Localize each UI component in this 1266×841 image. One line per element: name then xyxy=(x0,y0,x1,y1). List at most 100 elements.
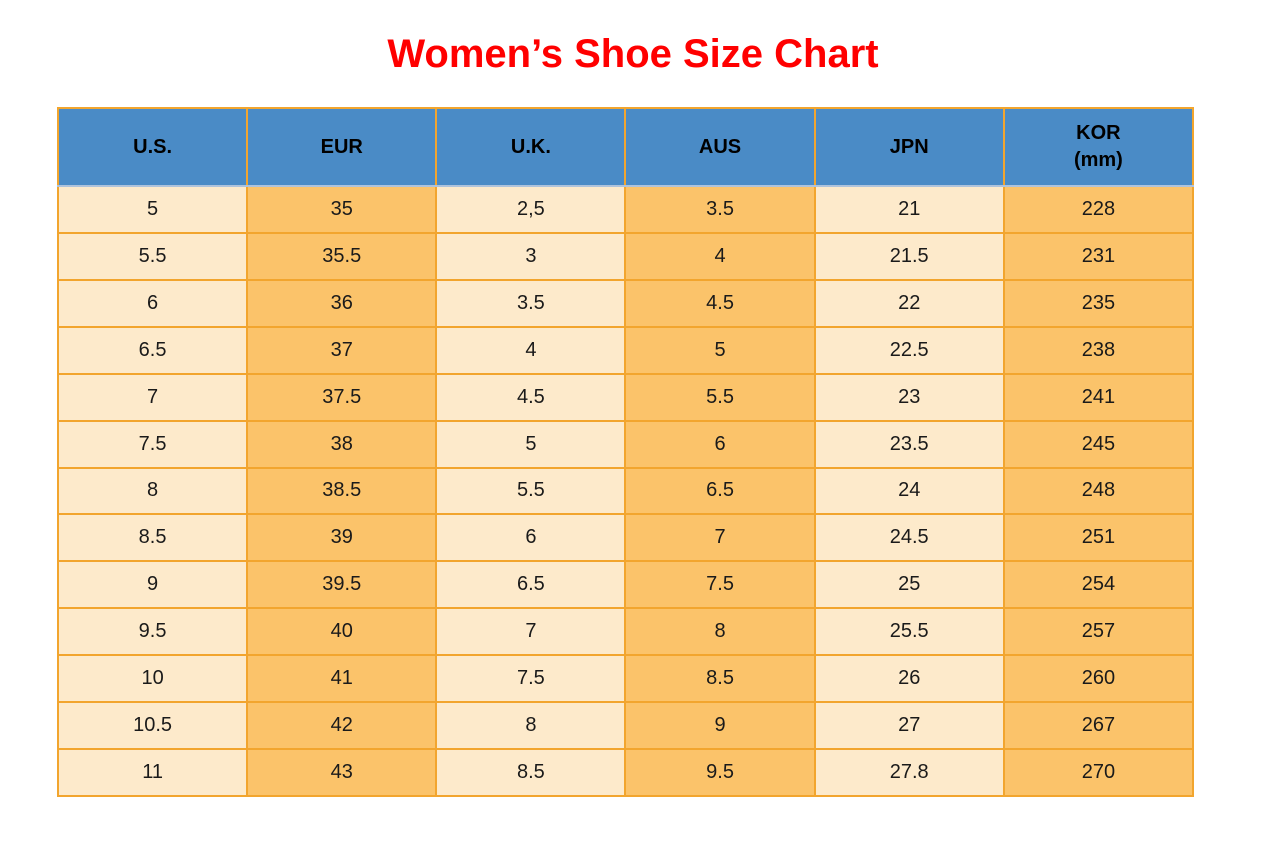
table-cell: 7.5 xyxy=(56,419,249,469)
column-header-label: KOR xyxy=(1076,122,1121,144)
table-cell: 38.5 xyxy=(246,466,438,516)
table-cell: 241 xyxy=(1002,372,1195,422)
table-cell: 27 xyxy=(813,701,1005,751)
table-cell: 254 xyxy=(1002,560,1195,610)
table-cell: 257 xyxy=(1002,607,1195,657)
table-cell: 35.5 xyxy=(246,231,438,281)
column-header-label: U.S. xyxy=(133,135,173,158)
column-header-label: EUR xyxy=(320,135,363,158)
table-row: 7.5 38 5 6 23.5 245 xyxy=(56,419,1195,469)
column-header-eur: EUR xyxy=(246,107,438,187)
table-cell: 37 xyxy=(246,325,438,375)
table-cell: 8.5 xyxy=(435,748,627,797)
table-cell: 267 xyxy=(1002,701,1195,751)
table-cell: 8 xyxy=(435,701,627,751)
table-cell: 35 xyxy=(246,185,438,234)
table-cell: 5 xyxy=(56,185,249,234)
table-cell: 39.5 xyxy=(246,560,438,610)
table-cell: 2,5 xyxy=(435,185,627,234)
table-cell: 10 xyxy=(56,654,249,704)
table-cell: 23 xyxy=(813,372,1005,422)
table-cell: 228 xyxy=(1002,185,1195,234)
table-header: U.S. EUR U.K. AUS JPN KOR (mm) xyxy=(56,107,1195,187)
table-row: 10.5 42 8 9 27 267 xyxy=(56,701,1195,751)
column-header-kor: KOR (mm) xyxy=(1002,107,1195,187)
column-header-uk: U.K. xyxy=(435,107,627,187)
table-cell: 3.5 xyxy=(435,278,627,328)
table-cell: 22 xyxy=(813,278,1005,328)
table-row: 8 38.5 5.5 6.5 24 248 xyxy=(56,466,1195,516)
table-cell: 10.5 xyxy=(56,701,249,751)
table-cell: 248 xyxy=(1002,466,1195,516)
table-row: 6 36 3.5 4.5 22 235 xyxy=(56,278,1195,328)
table-cell: 5.5 xyxy=(624,372,816,422)
table-cell: 4 xyxy=(624,231,816,281)
table-cell: 3 xyxy=(435,231,627,281)
table-body: 5 35 2,5 3.5 21 228 5.5 35.5 3 4 21.5 231 6 36 3.5 4.5 2… xyxy=(56,185,1195,797)
table-cell: 235 xyxy=(1002,278,1195,328)
table-cell: 24 xyxy=(813,466,1005,516)
table-row: 5.5 35.5 3 4 21.5 231 xyxy=(56,231,1195,281)
table-row: 6.5 37 4 5 22.5 238 xyxy=(56,325,1195,375)
table-cell: 5 xyxy=(435,419,627,469)
table-cell: 4.5 xyxy=(624,278,816,328)
table-cell: 6.5 xyxy=(624,466,816,516)
table-cell: 8.5 xyxy=(624,654,816,704)
table-cell: 4 xyxy=(435,325,627,375)
table-cell: 41 xyxy=(246,654,438,704)
table-cell: 43 xyxy=(246,748,438,797)
table-cell: 6 xyxy=(56,278,249,328)
table-row: 9 39.5 6.5 7.5 25 254 xyxy=(56,560,1195,610)
table-cell: 37.5 xyxy=(246,372,438,422)
table-row: 10 41 7.5 8.5 26 260 xyxy=(56,654,1195,704)
table-cell: 9 xyxy=(56,560,249,610)
table-cell: 9 xyxy=(624,701,816,751)
table-cell: 5 xyxy=(624,325,816,375)
table-cell: 22.5 xyxy=(813,325,1005,375)
table-cell: 7.5 xyxy=(435,654,627,704)
table-cell: 21 xyxy=(813,185,1005,234)
table-cell: 25.5 xyxy=(813,607,1005,657)
table-row: 9.5 40 7 8 25.5 257 xyxy=(56,607,1195,657)
table-cell: 270 xyxy=(1002,748,1195,797)
column-header-label: AUS xyxy=(698,135,742,158)
table-cell: 21.5 xyxy=(813,231,1005,281)
table-cell: 11 xyxy=(56,748,249,797)
table-cell: 7 xyxy=(435,607,627,657)
table-cell: 7.5 xyxy=(624,560,816,610)
table-cell: 260 xyxy=(1002,654,1195,704)
page-title: Women’s Shoe Size Chart xyxy=(387,32,879,76)
table-cell: 25 xyxy=(813,560,1005,610)
table-cell: 36 xyxy=(246,278,438,328)
table-row: 8.5 39 6 7 24.5 251 xyxy=(56,513,1195,563)
column-header-aus: AUS xyxy=(624,107,816,187)
table-cell: 24.5 xyxy=(813,513,1005,563)
table-cell: 8 xyxy=(56,466,249,516)
table-cell: 6.5 xyxy=(435,560,627,610)
table-cell: 42 xyxy=(246,701,438,751)
table-cell: 231 xyxy=(1002,231,1195,281)
table-cell: 238 xyxy=(1002,325,1195,375)
table-row: 11 43 8.5 9.5 27.8 270 xyxy=(56,748,1195,797)
table-cell: 9.5 xyxy=(56,607,249,657)
column-header-us: U.S. xyxy=(56,107,249,187)
column-header-label: JPN xyxy=(889,135,929,158)
shoe-size-table: U.S. EUR U.K. AUS JPN KOR (mm) 5 35 2,5 3.5 21 228 5… xyxy=(56,107,1195,797)
table-cell: 8.5 xyxy=(56,513,249,563)
table-cell: 26 xyxy=(813,654,1005,704)
table-cell: 5.5 xyxy=(435,466,627,516)
table-cell: 6 xyxy=(624,419,816,469)
table-cell: 23.5 xyxy=(813,419,1005,469)
table-cell: 8 xyxy=(624,607,816,657)
table-cell: 245 xyxy=(1002,419,1195,469)
table-row: 5 35 2,5 3.5 21 228 xyxy=(56,185,1195,234)
table-row: 7 37.5 4.5 5.5 23 241 xyxy=(56,372,1195,422)
table-cell: 7 xyxy=(56,372,249,422)
table-cell: 251 xyxy=(1002,513,1195,563)
table-cell: 5.5 xyxy=(56,231,249,281)
column-header-sublabel: (mm) xyxy=(1073,149,1123,171)
table-cell: 6 xyxy=(435,513,627,563)
table-cell: 9.5 xyxy=(624,748,816,797)
table-cell: 7 xyxy=(624,513,816,563)
